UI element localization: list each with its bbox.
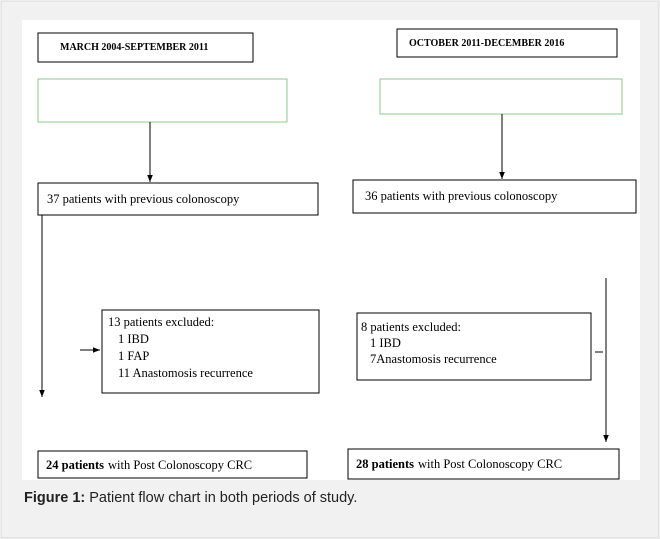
excluded-box bbox=[101, 309, 320, 394]
excluded-item: 11 Anastomosis recurrence bbox=[118, 366, 253, 380]
excluded-box bbox=[356, 312, 592, 381]
count-text: 37 patients with previous colonoscopy bbox=[47, 192, 240, 206]
count-box bbox=[37, 182, 319, 216]
header: OCTOBER 2011-DECEMBER 2016 bbox=[409, 38, 564, 49]
result-bold: 24 patients bbox=[46, 458, 104, 472]
excluded-item: 1 IBD bbox=[370, 336, 401, 350]
caption-text: Patient flow chart in both periods of st… bbox=[89, 490, 357, 506]
result-bold: 28 patients bbox=[356, 457, 414, 471]
excluded-item: 7Anastomosis recurrence bbox=[370, 352, 497, 366]
caption-label: Figure 1: bbox=[24, 490, 85, 506]
header-box bbox=[37, 32, 254, 63]
result-box bbox=[347, 448, 620, 480]
result-rest: with Post Colonoscopy CRC bbox=[418, 457, 562, 471]
result-text: 28 patients with Post Colonoscopy CRC bbox=[356, 457, 562, 471]
caption: Figure 1: Patient flow chart in both peri… bbox=[24, 490, 357, 506]
result-rest: with Post Colonoscopy CRC bbox=[108, 458, 252, 472]
green-box bbox=[37, 78, 288, 123]
green-box bbox=[379, 78, 623, 115]
header-box bbox=[396, 28, 618, 58]
result-text: 24 patients with Post Colonoscopy CRC bbox=[46, 458, 252, 472]
count-text: 36 patients with previous colonoscopy bbox=[365, 189, 558, 203]
excluded-item: 1 IBD bbox=[118, 332, 149, 346]
header: MARCH 2004-SEPTEMBER 2011 bbox=[60, 42, 208, 53]
excluded-title: 13 patients excluded: bbox=[108, 315, 214, 329]
excluded-title: 8 patients excluded: bbox=[361, 320, 461, 334]
result-box bbox=[37, 450, 308, 479]
excluded-item: 1 FAP bbox=[118, 349, 149, 363]
count-box bbox=[352, 179, 637, 214]
